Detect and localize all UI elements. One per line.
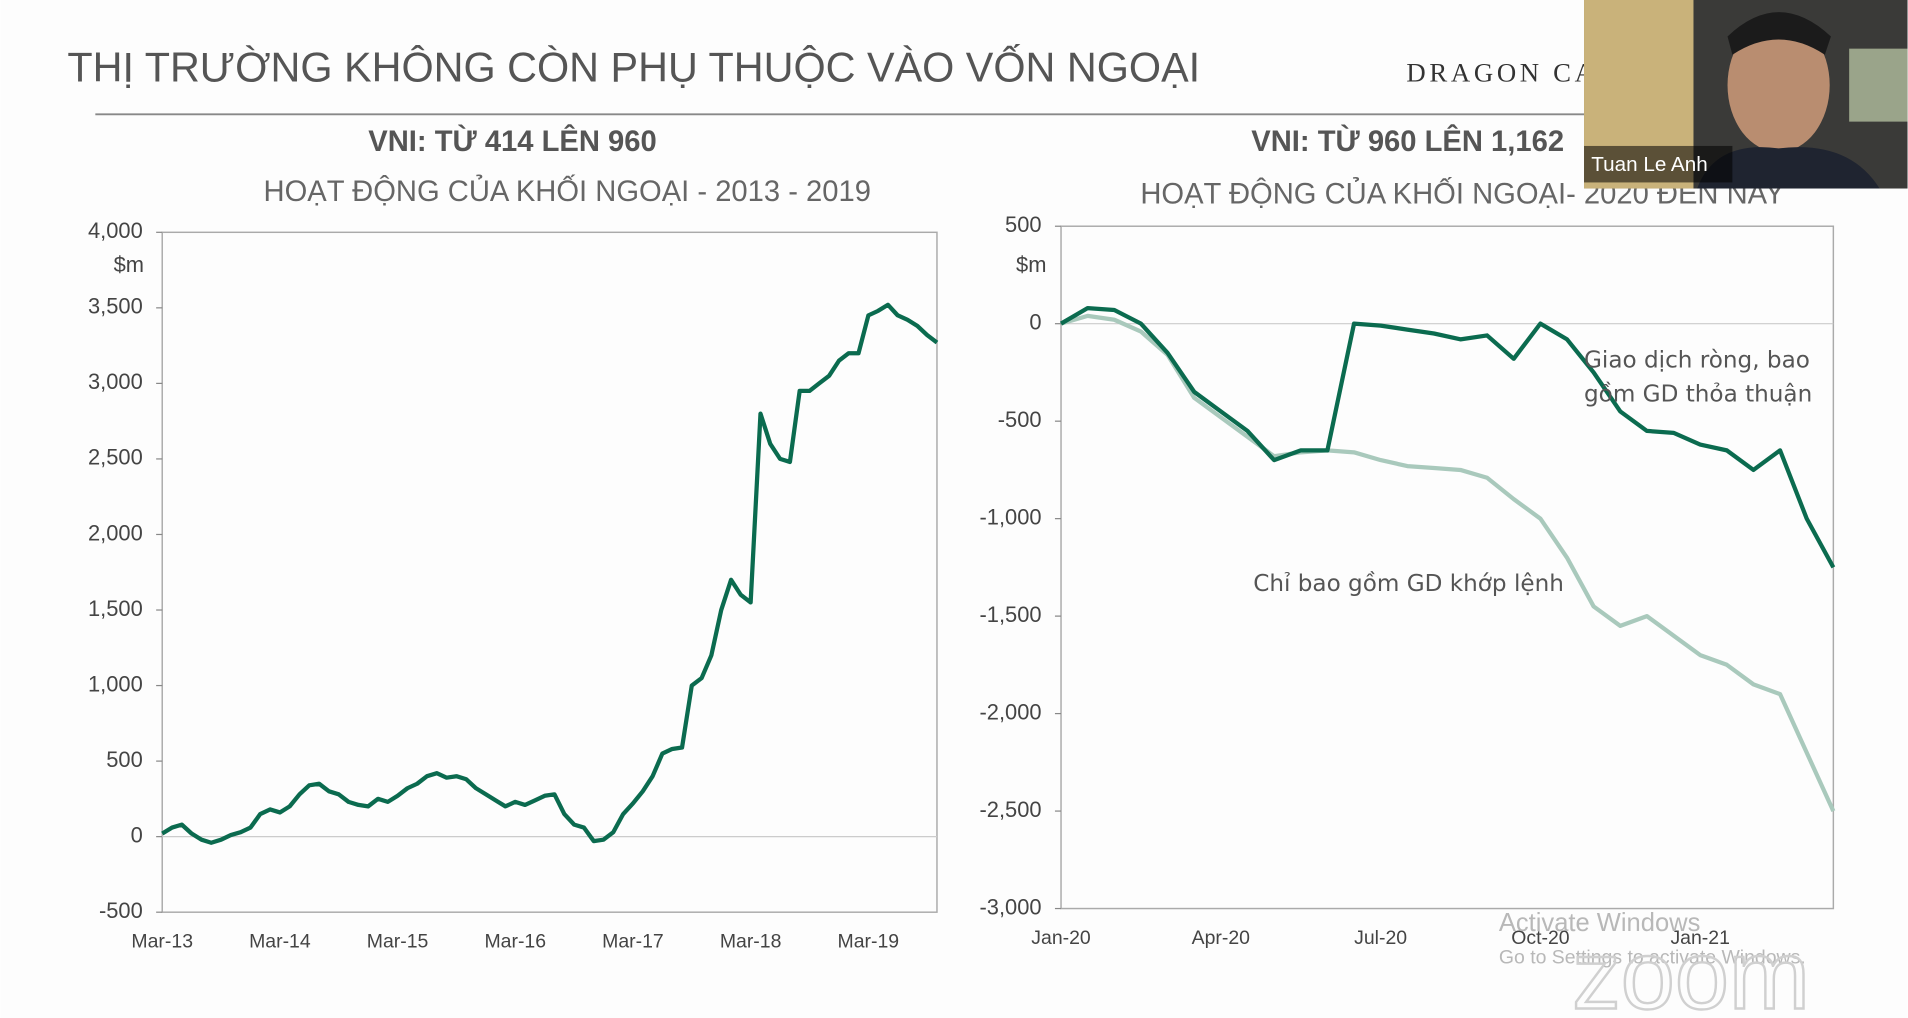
- participant-name: Tuan Le Anh: [1591, 153, 1707, 176]
- x-tick-label: Apr-20: [1192, 927, 1251, 949]
- series-annotation: Giao dịch ròng, bao gồm GD thỏa thuận: [1584, 346, 1813, 408]
- x-tick-label: Mar-19: [838, 931, 900, 953]
- y-tick-label: -1,500: [980, 602, 1042, 627]
- y-axis-unit: $m: [1016, 252, 1046, 277]
- x-tick-label: Jul-20: [1354, 927, 1407, 949]
- picture: [1849, 48, 1908, 122]
- windows-watermark-sub: Go to Settings to activate Windows.: [1499, 947, 1806, 969]
- chart-title: VNI: TỪ 960 LÊN 1,162: [1251, 124, 1564, 158]
- series-annotation: Chỉ bao gồm GD khớp lệnh: [1253, 570, 1564, 598]
- chart-subtitle: HOẠT ĐỘNG CỦA KHỐI NGOẠI - 2013 - 2019: [264, 174, 871, 208]
- y-tick-label: -500: [998, 407, 1042, 432]
- y-tick-label: 1,000: [88, 671, 143, 696]
- y-tick-label: -2,000: [980, 699, 1042, 724]
- brand: DRAGON CA: [1406, 58, 1597, 88]
- charts: VNI: TỪ 414 LÊN 960 HOẠT ĐỘNG CỦA KHỐI NG…: [88, 124, 1836, 953]
- series-line: [1060, 313, 1836, 812]
- suit: [1697, 147, 1880, 189]
- y-tick-label: -1,000: [980, 504, 1042, 529]
- y-tick-label: -2,500: [980, 797, 1042, 822]
- x-tick-label: Oct-20: [1511, 927, 1570, 949]
- y-tick-label: 500: [1005, 212, 1042, 237]
- y-tick-label: 1,500: [88, 596, 143, 621]
- y-tick-label: -500: [99, 898, 143, 923]
- series-line: [1059, 305, 1836, 569]
- y-tick-label: 3,500: [88, 294, 143, 319]
- y-tick-label: 3,000: [88, 369, 143, 394]
- y-tick-label: 500: [106, 747, 143, 772]
- chart-title: VNI: TỪ 414 LÊN 960: [368, 124, 656, 158]
- y-tick-label: 2,000: [88, 520, 143, 545]
- y-tick-label: -3,000: [980, 894, 1042, 919]
- data-line: [161, 302, 939, 845]
- x-tick-label: Mar-17: [602, 931, 664, 953]
- windows-watermark: Activate Windows: [1499, 909, 1700, 937]
- series-annotation-text: Giao dịch ròng, bao gồm GD thỏa thuận: [1584, 346, 1813, 408]
- face: [1727, 18, 1830, 153]
- y-axis-unit: $m: [114, 252, 144, 277]
- y-tick-label: 0: [131, 822, 143, 847]
- x-tick-label: Mar-18: [720, 931, 782, 953]
- x-tick-label: Mar-13: [131, 931, 193, 953]
- name-tag-bg: [1584, 145, 1733, 183]
- x-tick-label: Jan-21: [1670, 927, 1729, 949]
- series-annotation-text: Chỉ bao gồm GD khớp lệnh: [1253, 570, 1564, 598]
- plot-frame: [161, 231, 938, 913]
- video-tile: Tuan Le Anh: [1584, 0, 1908, 189]
- x-tick-label: Mar-14: [249, 931, 311, 953]
- x-tick-label: Mar-15: [367, 931, 429, 953]
- x-tick-label: Jan-20: [1031, 927, 1091, 949]
- y-tick-label: 2,500: [88, 445, 143, 470]
- y-tick-label: 4,000: [88, 218, 143, 243]
- x-tick-label: Mar-16: [484, 931, 546, 953]
- hair: [1727, 12, 1831, 55]
- zoom-logo: zoom: [1572, 920, 1810, 1018]
- slide-title: THỊ TRƯỜNG KHÔNG CÒN PHỤ THUỘC VÀO VỐN N…: [67, 44, 1200, 90]
- y-tick-label: 0: [1029, 309, 1041, 334]
